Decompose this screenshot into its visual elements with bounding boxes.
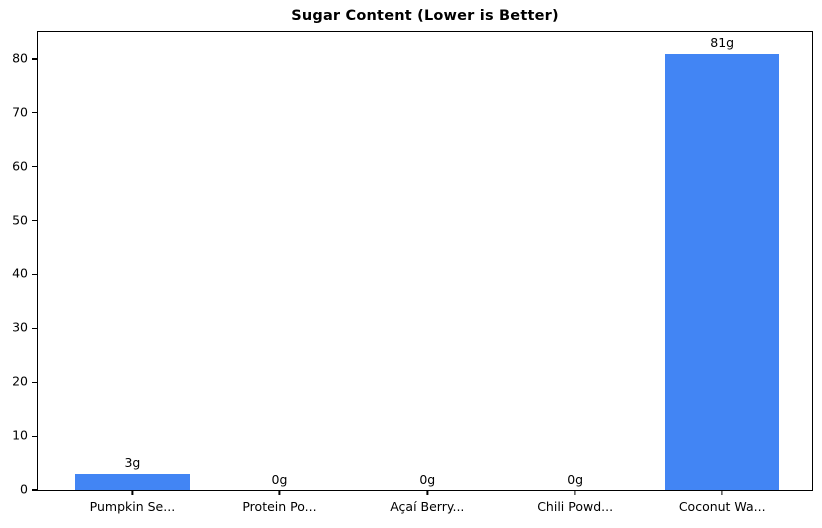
y-axis-tick-mark: [32, 381, 37, 383]
bar-value-label: 0g: [271, 471, 288, 487]
bar: 3g: [75, 32, 190, 490]
bar-value-label: 3g: [124, 455, 141, 471]
y-axis-tick-label: 10: [12, 427, 28, 443]
bar-rect: [664, 53, 780, 490]
bar-value-label: 0g: [419, 471, 436, 487]
x-axis-tick-mark: [721, 490, 723, 495]
y-axis-tick-label: 30: [12, 319, 28, 335]
y-axis-tick-mark: [32, 273, 37, 276]
y-axis-tick-label: 50: [12, 212, 28, 228]
y-axis-tick-label: 70: [12, 104, 28, 120]
x-axis-category-label: Pumpkin Se...: [89, 499, 176, 514]
y-axis-tick-mark: [32, 112, 37, 114]
bar-value-label: 0g: [567, 471, 584, 487]
y-axis-tick-label: 80: [12, 50, 28, 66]
x-axis-category-label: Chili Powd...: [537, 499, 614, 514]
y-axis-tick-mark: [32, 435, 37, 437]
x-axis-category-label: Protein Po...: [242, 499, 317, 514]
bar-value-label: 81g: [710, 35, 735, 51]
y-axis-tick-label: 20: [12, 373, 28, 389]
bar: 0g: [518, 32, 633, 490]
bar: 0g: [222, 32, 337, 490]
y-axis-tick-mark: [32, 219, 37, 222]
x-axis-category-label: Coconut Wa...: [678, 499, 766, 514]
plot-area: 0 10 20 30 40 50 60 70 80 3g Pumpkin Se... 0g Protei…: [12, 31, 813, 513]
chart-title: Sugar Content (Lower is Better): [291, 8, 559, 24]
x-axis-tick-mark: [574, 490, 576, 495]
x-axis-tick-mark: [278, 490, 281, 495]
x-axis-tick-mark: [426, 490, 428, 495]
x-axis-category-label: Açaí Berry...: [390, 499, 465, 514]
y-axis-tick-label: 60: [12, 158, 28, 174]
x-axis-tick-mark: [131, 490, 134, 495]
y-axis-tick-label: 40: [12, 265, 28, 281]
bar: 81g: [664, 32, 780, 490]
y-axis-tick-mark: [32, 327, 37, 329]
y-axis-tick-mark: [32, 58, 37, 60]
y-axis-tick-mark: [32, 166, 37, 168]
bar: 0g: [370, 32, 485, 490]
y-axis-tick-label: 0: [20, 481, 28, 497]
bar-rect: [75, 473, 190, 490]
y-axis-tick-mark: [32, 489, 37, 491]
